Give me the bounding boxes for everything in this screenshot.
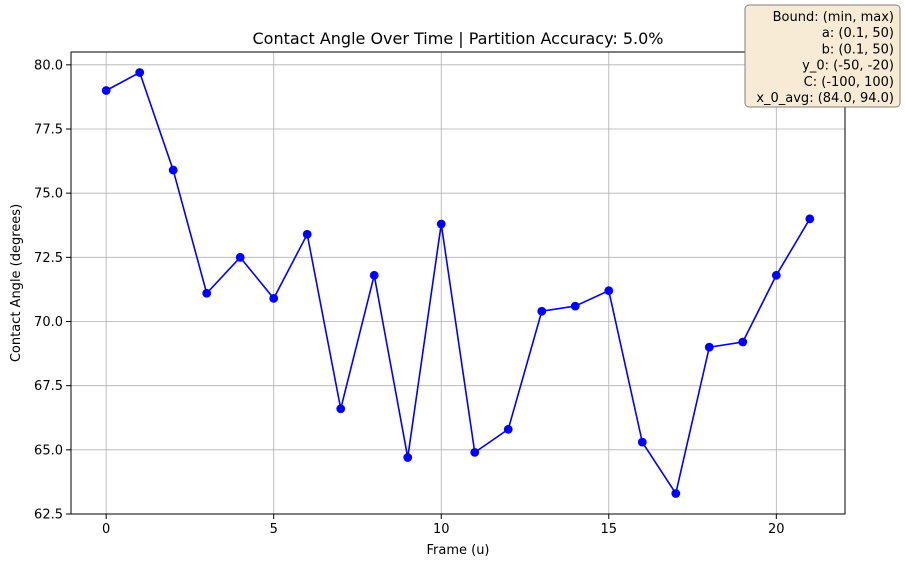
data-point [671, 489, 681, 498]
data-point [604, 286, 614, 296]
y-axis-label: Contact Angle (degrees) [9, 204, 24, 362]
bound-line-c: C: (-100, 100) [804, 75, 894, 90]
y-tick-label: 65.0 [34, 443, 63, 458]
data-point [302, 229, 312, 239]
data-point [637, 437, 647, 447]
bound-line-a: a: (0.1, 50) [822, 26, 894, 41]
y-tick-label: 80.0 [34, 58, 63, 73]
data-point [135, 68, 145, 77]
plot-frame [70, 51, 846, 515]
data-point [235, 252, 245, 262]
data-point [503, 424, 513, 434]
data-point [470, 448, 480, 457]
bound-line-b: b: (0.1, 50) [822, 42, 894, 57]
bound-annotation-background [744, 4, 901, 108]
x-tick-label: 20 [768, 522, 785, 537]
grid-lines [71, 52, 845, 515]
data-point [101, 86, 111, 95]
data-point [168, 165, 178, 175]
x-tick-label: 10 [433, 522, 450, 537]
y-tick-label: 67.5 [34, 379, 63, 394]
data-point [336, 404, 346, 414]
x-axis-label: Frame (u) [426, 543, 489, 558]
x-axis-ticks: 0 5 10 15 20 [102, 514, 785, 537]
series-line [105, 71, 811, 496]
y-tick-label: 62.5 [34, 508, 63, 523]
data-point [570, 301, 580, 311]
data-point [369, 270, 379, 280]
data-point [805, 214, 815, 224]
data-point [771, 270, 781, 280]
series-layer [101, 68, 815, 498]
y-tick-label: 72.5 [34, 251, 63, 266]
data-point [738, 337, 748, 347]
y-axis-ticks: 62.5 65.0 67.5 70.0 72.5 75.0 77.5 80.0 [34, 58, 71, 523]
y-tick-label: 75.0 [34, 187, 63, 202]
data-point [537, 306, 547, 316]
x-tick-label: 15 [601, 522, 618, 537]
data-point [202, 288, 212, 298]
data-point [704, 342, 714, 352]
x-tick-label: 5 [270, 522, 278, 537]
bound-annotation-box: Bound: (min, max) a: (0.1, 50) b: (0.1, … [744, 4, 901, 108]
bound-line-y0: y_0: (-50, -20) [802, 59, 894, 74]
bound-line-header: Bound: (min, max) [773, 10, 894, 25]
x-tick-label: 0 [102, 522, 110, 537]
chart-title: Contact Angle Over Time | Partition Accu… [252, 29, 663, 48]
y-tick-label: 70.0 [34, 315, 63, 330]
bound-line-x0-avg: x_0_avg: (84.0, 94.0) [756, 91, 894, 106]
data-point [269, 294, 279, 303]
data-point [436, 219, 446, 229]
y-tick-label: 77.5 [34, 123, 63, 138]
data-point [403, 453, 413, 462]
